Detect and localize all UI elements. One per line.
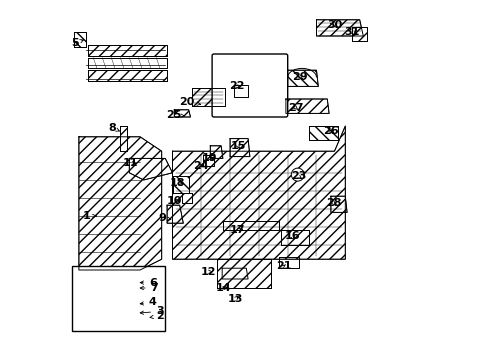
Text: 20: 20	[179, 97, 200, 107]
Text: 27: 27	[287, 103, 303, 113]
Polygon shape	[192, 88, 224, 106]
Text: 25: 25	[166, 110, 184, 120]
Polygon shape	[309, 126, 337, 140]
Text: 12: 12	[201, 267, 216, 277]
Text: 24: 24	[192, 161, 208, 171]
Text: 10: 10	[166, 196, 182, 206]
Polygon shape	[210, 146, 223, 158]
Polygon shape	[330, 196, 346, 212]
Polygon shape	[223, 221, 278, 230]
Text: 23: 23	[290, 171, 305, 181]
Polygon shape	[217, 259, 271, 288]
Polygon shape	[88, 70, 167, 81]
Polygon shape	[79, 137, 162, 270]
Text: 14: 14	[216, 283, 231, 293]
Circle shape	[291, 168, 304, 181]
Text: 7: 7	[140, 283, 158, 293]
Bar	[72, 266, 165, 331]
Polygon shape	[285, 99, 328, 113]
Text: 8: 8	[108, 123, 119, 133]
Text: 2: 2	[150, 311, 163, 321]
FancyBboxPatch shape	[212, 54, 287, 117]
Polygon shape	[73, 32, 86, 47]
Text: 6: 6	[140, 278, 156, 288]
Polygon shape	[88, 45, 167, 56]
Polygon shape	[230, 139, 249, 157]
Text: 11: 11	[122, 158, 138, 168]
Text: 16: 16	[284, 231, 299, 241]
Text: 21: 21	[275, 261, 290, 271]
Text: 19: 19	[202, 153, 217, 163]
Text: 5: 5	[71, 38, 83, 48]
Polygon shape	[287, 70, 318, 86]
Polygon shape	[181, 193, 192, 203]
Polygon shape	[172, 126, 345, 259]
Polygon shape	[352, 27, 366, 41]
Polygon shape	[234, 85, 247, 97]
Text: 18: 18	[170, 178, 185, 188]
Text: 9: 9	[159, 213, 170, 223]
Text: 29: 29	[292, 72, 307, 82]
Text: 15: 15	[230, 141, 245, 151]
Text: 13: 13	[227, 294, 243, 304]
Text: 4: 4	[140, 297, 156, 307]
Text: 22: 22	[229, 81, 244, 91]
Text: 1: 1	[83, 211, 96, 221]
Text: 31: 31	[344, 27, 360, 37]
Polygon shape	[172, 176, 188, 193]
Polygon shape	[280, 230, 309, 245]
Polygon shape	[129, 158, 172, 180]
Text: 30: 30	[326, 20, 342, 30]
Text: 17: 17	[229, 225, 244, 235]
Polygon shape	[174, 110, 190, 117]
Text: 28: 28	[325, 198, 341, 208]
Text: 3: 3	[140, 306, 163, 316]
Polygon shape	[167, 205, 183, 223]
Polygon shape	[120, 126, 127, 151]
Polygon shape	[316, 20, 363, 36]
Text: 26: 26	[323, 126, 338, 136]
